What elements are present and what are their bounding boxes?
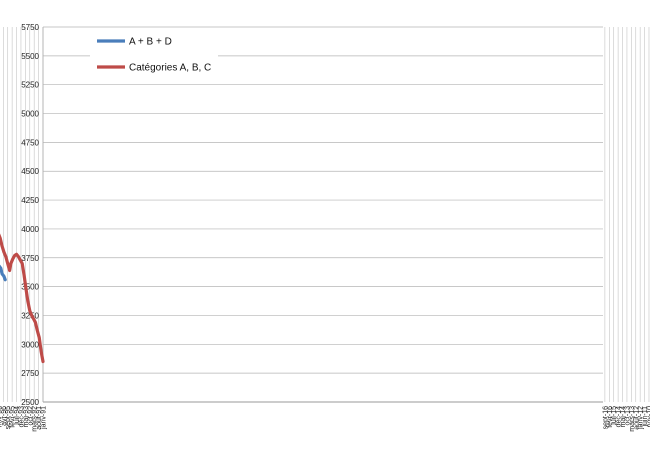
x-axis-tick-labels: janv-91août-91mars-92oct-92mai-93déc-93j… bbox=[0, 406, 650, 432]
y-tick-label: 4500 bbox=[21, 167, 39, 176]
x-tick-label: oct-13 bbox=[624, 406, 631, 426]
y-tick-label: 3750 bbox=[21, 254, 39, 263]
x-tick-label: mai-93 bbox=[23, 406, 30, 428]
x-tick-label: mars-92 bbox=[32, 406, 39, 432]
y-tick-label: 5500 bbox=[21, 52, 39, 61]
legend: A + B + D Catégories A, B, C bbox=[90, 30, 218, 80]
x-tick-label: déc-14 bbox=[616, 406, 623, 428]
x-tick-label: oct-92 bbox=[27, 406, 34, 426]
legend-background bbox=[90, 30, 218, 80]
x-tick-label: juil-15 bbox=[611, 406, 618, 426]
legend-label-series-2: Catégories A, B, C bbox=[129, 63, 211, 74]
y-tick-label: 4250 bbox=[21, 196, 39, 205]
y-tick-label: 2750 bbox=[21, 369, 39, 378]
x-tick-label: avr-96 bbox=[1, 406, 8, 426]
x-tick-label: mai-14 bbox=[620, 406, 627, 428]
x-tick-label: nov-96 bbox=[0, 406, 3, 428]
vertical-gridlines bbox=[3, 27, 650, 402]
y-tick-label: 5000 bbox=[21, 110, 39, 119]
x-tick-label: nov-10 bbox=[646, 406, 650, 428]
x-tick-label: juin-11 bbox=[642, 406, 649, 428]
series-line-2 bbox=[0, 233, 45, 364]
x-tick-label: févr-95 bbox=[10, 406, 17, 428]
y-tick-label: 4000 bbox=[21, 225, 39, 234]
x-tick-label: févr-16 bbox=[607, 406, 614, 428]
x-tick-label: déc-93 bbox=[18, 406, 25, 428]
x-tick-label: janv-91 bbox=[41, 406, 48, 430]
data-series bbox=[0, 233, 45, 364]
x-tick-label: juil-94 bbox=[14, 406, 21, 426]
y-tick-label: 4750 bbox=[21, 138, 39, 147]
horizontal-gridlines bbox=[42, 26, 603, 403]
x-tick-label: mars-13 bbox=[629, 406, 636, 432]
x-tick-label: sept-95 bbox=[5, 406, 12, 429]
y-tick-label: 3000 bbox=[21, 340, 39, 349]
y-tick-label: 5250 bbox=[21, 81, 39, 90]
y-tick-label: 5750 bbox=[21, 23, 39, 32]
legend-label-series-1: A + B + D bbox=[129, 37, 172, 48]
y-tick-label: 3500 bbox=[21, 283, 39, 292]
x-tick-label: sept-16 bbox=[602, 406, 609, 429]
x-tick-label: janv-12 bbox=[638, 406, 645, 430]
y-tick-label: 2500 bbox=[21, 398, 39, 407]
x-tick-label: août-91 bbox=[36, 406, 43, 430]
x-tick-label: août-12 bbox=[633, 406, 640, 430]
